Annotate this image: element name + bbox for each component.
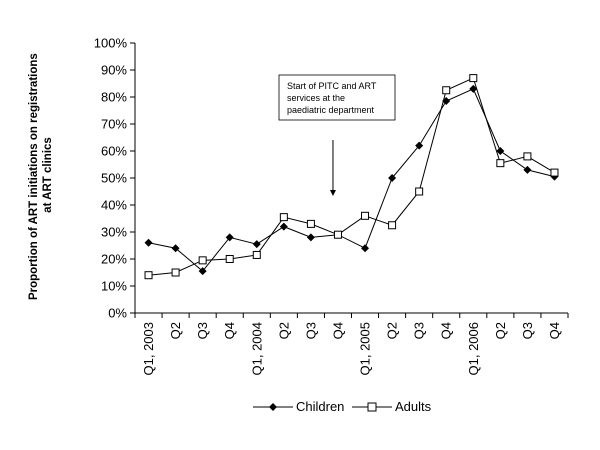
annotation-text: Start of PITC and ART services at the pa… bbox=[287, 81, 379, 115]
point-adults bbox=[496, 159, 505, 168]
annotation-line-1: Start of PITC and ART bbox=[287, 81, 377, 91]
x-tick-label: Q2 bbox=[276, 322, 291, 339]
legend-children-label: Children bbox=[296, 399, 344, 414]
series-layer bbox=[144, 74, 559, 280]
point-adults bbox=[144, 271, 153, 280]
x-tick-label: Q2 bbox=[385, 322, 400, 339]
point-adults bbox=[225, 255, 234, 263]
point-adults bbox=[361, 211, 370, 220]
point-adults bbox=[415, 187, 424, 196]
legend-adults-marker bbox=[367, 402, 377, 412]
legend-item-children: Children bbox=[253, 399, 344, 414]
point-adults bbox=[550, 168, 559, 177]
x-ticks: Q1, 2003 Q2 Q3 Q4 Q1, 2004 Q2 Q3 Q4 Q1, 2005 Q2 Q3… bbox=[134, 313, 569, 376]
y-axis-label: Proportion of ART initiations on registr… bbox=[28, 50, 54, 300]
point-children bbox=[469, 84, 478, 93]
point-adults bbox=[388, 221, 397, 230]
y-tick-label: 30% bbox=[101, 225, 127, 240]
point-children bbox=[198, 267, 207, 276]
y-axis-label-line-1: Proportion of ART initiations on registr… bbox=[28, 53, 40, 300]
point-adults bbox=[469, 74, 478, 83]
point-adults bbox=[523, 152, 532, 161]
point-adults bbox=[171, 268, 180, 277]
point-adults bbox=[252, 250, 261, 259]
y-tick-label: 70% bbox=[101, 117, 127, 132]
point-children bbox=[361, 244, 370, 253]
y-tick-label: 50% bbox=[101, 171, 127, 186]
point-children bbox=[388, 174, 397, 182]
series-adults bbox=[144, 74, 559, 280]
x-tick-label: Q1, 2003 bbox=[141, 322, 156, 376]
point-children bbox=[523, 165, 532, 174]
point-adults bbox=[279, 213, 288, 222]
y-axis-label-line-2: at ART clinics bbox=[42, 137, 54, 213]
legend-item-adults: Adults bbox=[352, 399, 432, 414]
legend: Children Adults bbox=[253, 399, 432, 414]
x-tick-label: Q1, 2004 bbox=[249, 322, 264, 376]
point-children bbox=[306, 233, 315, 242]
y-tick-label: 20% bbox=[101, 252, 127, 267]
legend-adults-label: Adults bbox=[395, 399, 432, 414]
y-tick-label: 40% bbox=[101, 198, 127, 213]
point-children bbox=[415, 141, 424, 150]
point-adults bbox=[306, 219, 315, 228]
x-tick-label: Q2 bbox=[493, 322, 508, 339]
annotation-line-3: paediatric department bbox=[287, 105, 375, 115]
x-tick-label: Q1, 2006 bbox=[466, 322, 481, 376]
x-tick-label: Q3 bbox=[195, 322, 210, 339]
annotation-arrowhead bbox=[329, 190, 336, 196]
point-children bbox=[252, 240, 261, 249]
legend-children-marker bbox=[269, 403, 277, 411]
annotation-box bbox=[278, 74, 396, 121]
point-adults bbox=[198, 256, 207, 265]
y-tick-label: 80% bbox=[101, 90, 127, 105]
y-tick-label: 100% bbox=[94, 36, 128, 51]
x-tick-label: Q4 bbox=[439, 322, 454, 339]
x-tick-label: Q4 bbox=[330, 322, 345, 339]
point-children bbox=[144, 238, 153, 247]
point-children bbox=[496, 147, 505, 155]
point-children bbox=[225, 233, 234, 242]
x-tick-label: Q3 bbox=[520, 322, 535, 339]
y-tick-label: 0% bbox=[108, 306, 127, 321]
x-tick-label: Q1, 2005 bbox=[358, 322, 373, 376]
point-adults bbox=[333, 230, 342, 239]
point-children bbox=[171, 244, 180, 253]
series-line-adults bbox=[148, 77, 555, 276]
y-tick-label: 90% bbox=[101, 63, 127, 78]
point-children bbox=[279, 222, 288, 231]
annotation-line-2: services at the bbox=[287, 93, 345, 103]
x-tick-label: Q4 bbox=[222, 322, 237, 339]
y-tick-label: 10% bbox=[101, 279, 127, 294]
x-tick-label: Q2 bbox=[168, 322, 183, 339]
y-ticks: 0% 10% 20% 30% 40% 50% 60% 70% 80% 90% 100% bbox=[94, 36, 135, 321]
x-tick-label: Q4 bbox=[547, 322, 562, 339]
y-tick-label: 60% bbox=[101, 144, 127, 159]
x-tick-label: Q3 bbox=[303, 322, 318, 339]
x-tick-label: Q3 bbox=[412, 322, 427, 339]
point-adults bbox=[442, 86, 451, 95]
annotation: Start of PITC and ART services at the pa… bbox=[278, 74, 396, 196]
